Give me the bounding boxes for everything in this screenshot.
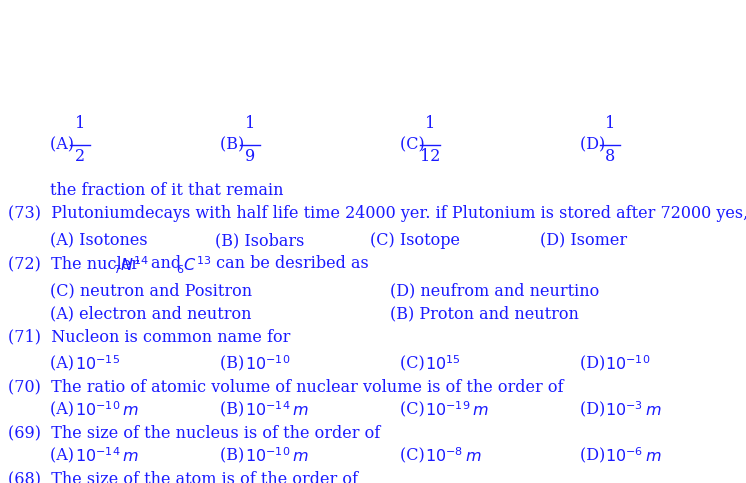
Text: $10^{-19}\,m$: $10^{-19}\,m$ bbox=[424, 401, 489, 420]
Text: 9: 9 bbox=[245, 148, 255, 165]
Text: 1: 1 bbox=[245, 115, 255, 132]
Text: (D): (D) bbox=[580, 401, 610, 418]
Text: 1: 1 bbox=[75, 115, 85, 132]
Text: (C) Isotope: (C) Isotope bbox=[370, 232, 460, 249]
Text: (A): (A) bbox=[50, 401, 79, 418]
Text: (70)  The ratio of atomic volume of nuclear volume is of the order of: (70) The ratio of atomic volume of nucle… bbox=[8, 378, 563, 395]
Text: (B): (B) bbox=[220, 137, 249, 154]
Text: can be desribed as: can be desribed as bbox=[211, 255, 369, 272]
Text: (D) Isomer: (D) Isomer bbox=[540, 232, 627, 249]
Text: $10^{-8}\,m$: $10^{-8}\,m$ bbox=[424, 447, 481, 466]
Text: $10^{-15}$: $10^{-15}$ bbox=[75, 355, 120, 374]
Text: 1: 1 bbox=[424, 115, 435, 132]
Text: $10^{-14}\,m$: $10^{-14}\,m$ bbox=[75, 447, 139, 466]
Text: the fraction of it that remain: the fraction of it that remain bbox=[50, 182, 283, 199]
Text: (C): (C) bbox=[400, 447, 430, 464]
Text: 8: 8 bbox=[605, 148, 615, 165]
Text: (C): (C) bbox=[400, 137, 430, 154]
Text: 12: 12 bbox=[419, 148, 440, 165]
Text: $10^{-10}\,m$: $10^{-10}\,m$ bbox=[245, 447, 309, 466]
Text: (B): (B) bbox=[220, 355, 249, 372]
Text: (B): (B) bbox=[220, 401, 249, 418]
Text: (B): (B) bbox=[220, 447, 249, 464]
Text: $10^{-10}$: $10^{-10}$ bbox=[245, 355, 290, 374]
Text: (71)  Nucleon is common name for: (71) Nucleon is common name for bbox=[8, 328, 290, 345]
Text: (C): (C) bbox=[400, 401, 430, 418]
Text: $10^{-10}$: $10^{-10}$ bbox=[605, 355, 651, 374]
Text: (A): (A) bbox=[50, 137, 79, 154]
Text: (69)  The size of the nucleus is of the order of: (69) The size of the nucleus is of the o… bbox=[8, 424, 380, 441]
Text: $10^{-3}\,m$: $10^{-3}\,m$ bbox=[605, 401, 662, 420]
Text: (A): (A) bbox=[50, 447, 79, 464]
Text: $_{7}N^{14}$: $_{7}N^{14}$ bbox=[113, 255, 150, 276]
Text: (D) neufrom and neurtino: (D) neufrom and neurtino bbox=[390, 282, 599, 299]
Text: (C) neutron and Positron: (C) neutron and Positron bbox=[50, 282, 252, 299]
Text: (68)  The size of the atom is of the order of: (68) The size of the atom is of the orde… bbox=[8, 470, 358, 483]
Text: and: and bbox=[151, 255, 186, 272]
Text: (C): (C) bbox=[400, 355, 430, 372]
Text: (73)  Plutoniumdecays with half life time 24000 yer. if Plutonium is stored afte: (73) Plutoniumdecays with half life time… bbox=[8, 205, 746, 222]
Text: 2: 2 bbox=[75, 148, 85, 165]
Text: (D): (D) bbox=[580, 137, 610, 154]
Text: (A) electron and neutron: (A) electron and neutron bbox=[50, 305, 251, 322]
Text: (D): (D) bbox=[580, 447, 610, 464]
Text: (B) Proton and neutron: (B) Proton and neutron bbox=[390, 305, 579, 322]
Text: (72)  The nucler: (72) The nucler bbox=[8, 255, 144, 272]
Text: 1: 1 bbox=[605, 115, 615, 132]
Text: $10^{-6}\,m$: $10^{-6}\,m$ bbox=[605, 447, 662, 466]
Text: (D): (D) bbox=[580, 355, 610, 372]
Text: $_{6}C^{13}$: $_{6}C^{13}$ bbox=[176, 255, 212, 276]
Text: (A) Isotones: (A) Isotones bbox=[50, 232, 148, 249]
Text: $10^{-10}\,m$: $10^{-10}\,m$ bbox=[75, 401, 139, 420]
Text: (B) Isobars: (B) Isobars bbox=[215, 232, 304, 249]
Text: $10^{-14}\,m$: $10^{-14}\,m$ bbox=[245, 401, 309, 420]
Text: (A): (A) bbox=[50, 355, 79, 372]
Text: $10^{15}$: $10^{15}$ bbox=[424, 355, 460, 374]
